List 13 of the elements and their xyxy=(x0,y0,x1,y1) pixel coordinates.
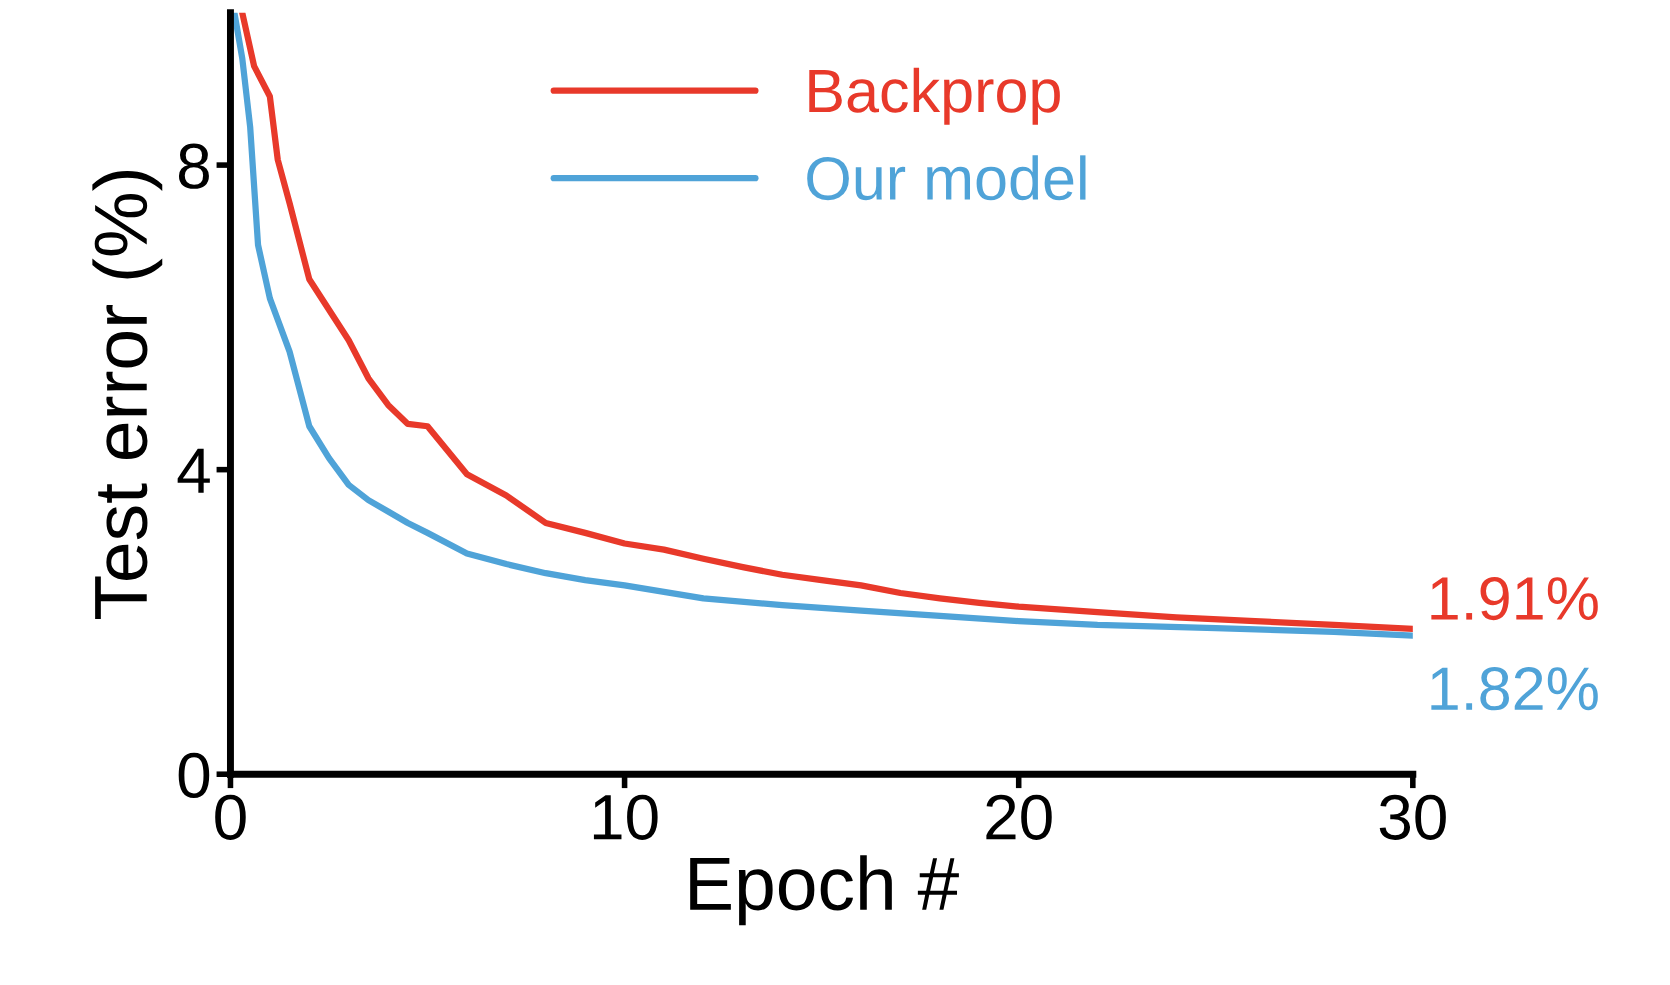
y-axis-title: Test error (%) xyxy=(92,171,163,619)
legend-label: Backprop xyxy=(809,67,1060,125)
legend-label: Our model xyxy=(807,155,1086,201)
x-tick-label: 0 xyxy=(215,794,246,840)
x-axis-title: Epoch # xyxy=(690,855,959,926)
annotation: 1.91% xyxy=(1431,576,1598,621)
y-tick-label: 4 xyxy=(177,448,210,493)
annotation: 1.82% xyxy=(1431,667,1598,711)
y-tick-label: 8 xyxy=(178,143,209,189)
y-tick-label: 0 xyxy=(178,752,210,798)
x-tick-label: 10 xyxy=(593,794,658,840)
x-tick-label: 30 xyxy=(1379,794,1446,840)
x-tick-label: 20 xyxy=(986,794,1052,840)
